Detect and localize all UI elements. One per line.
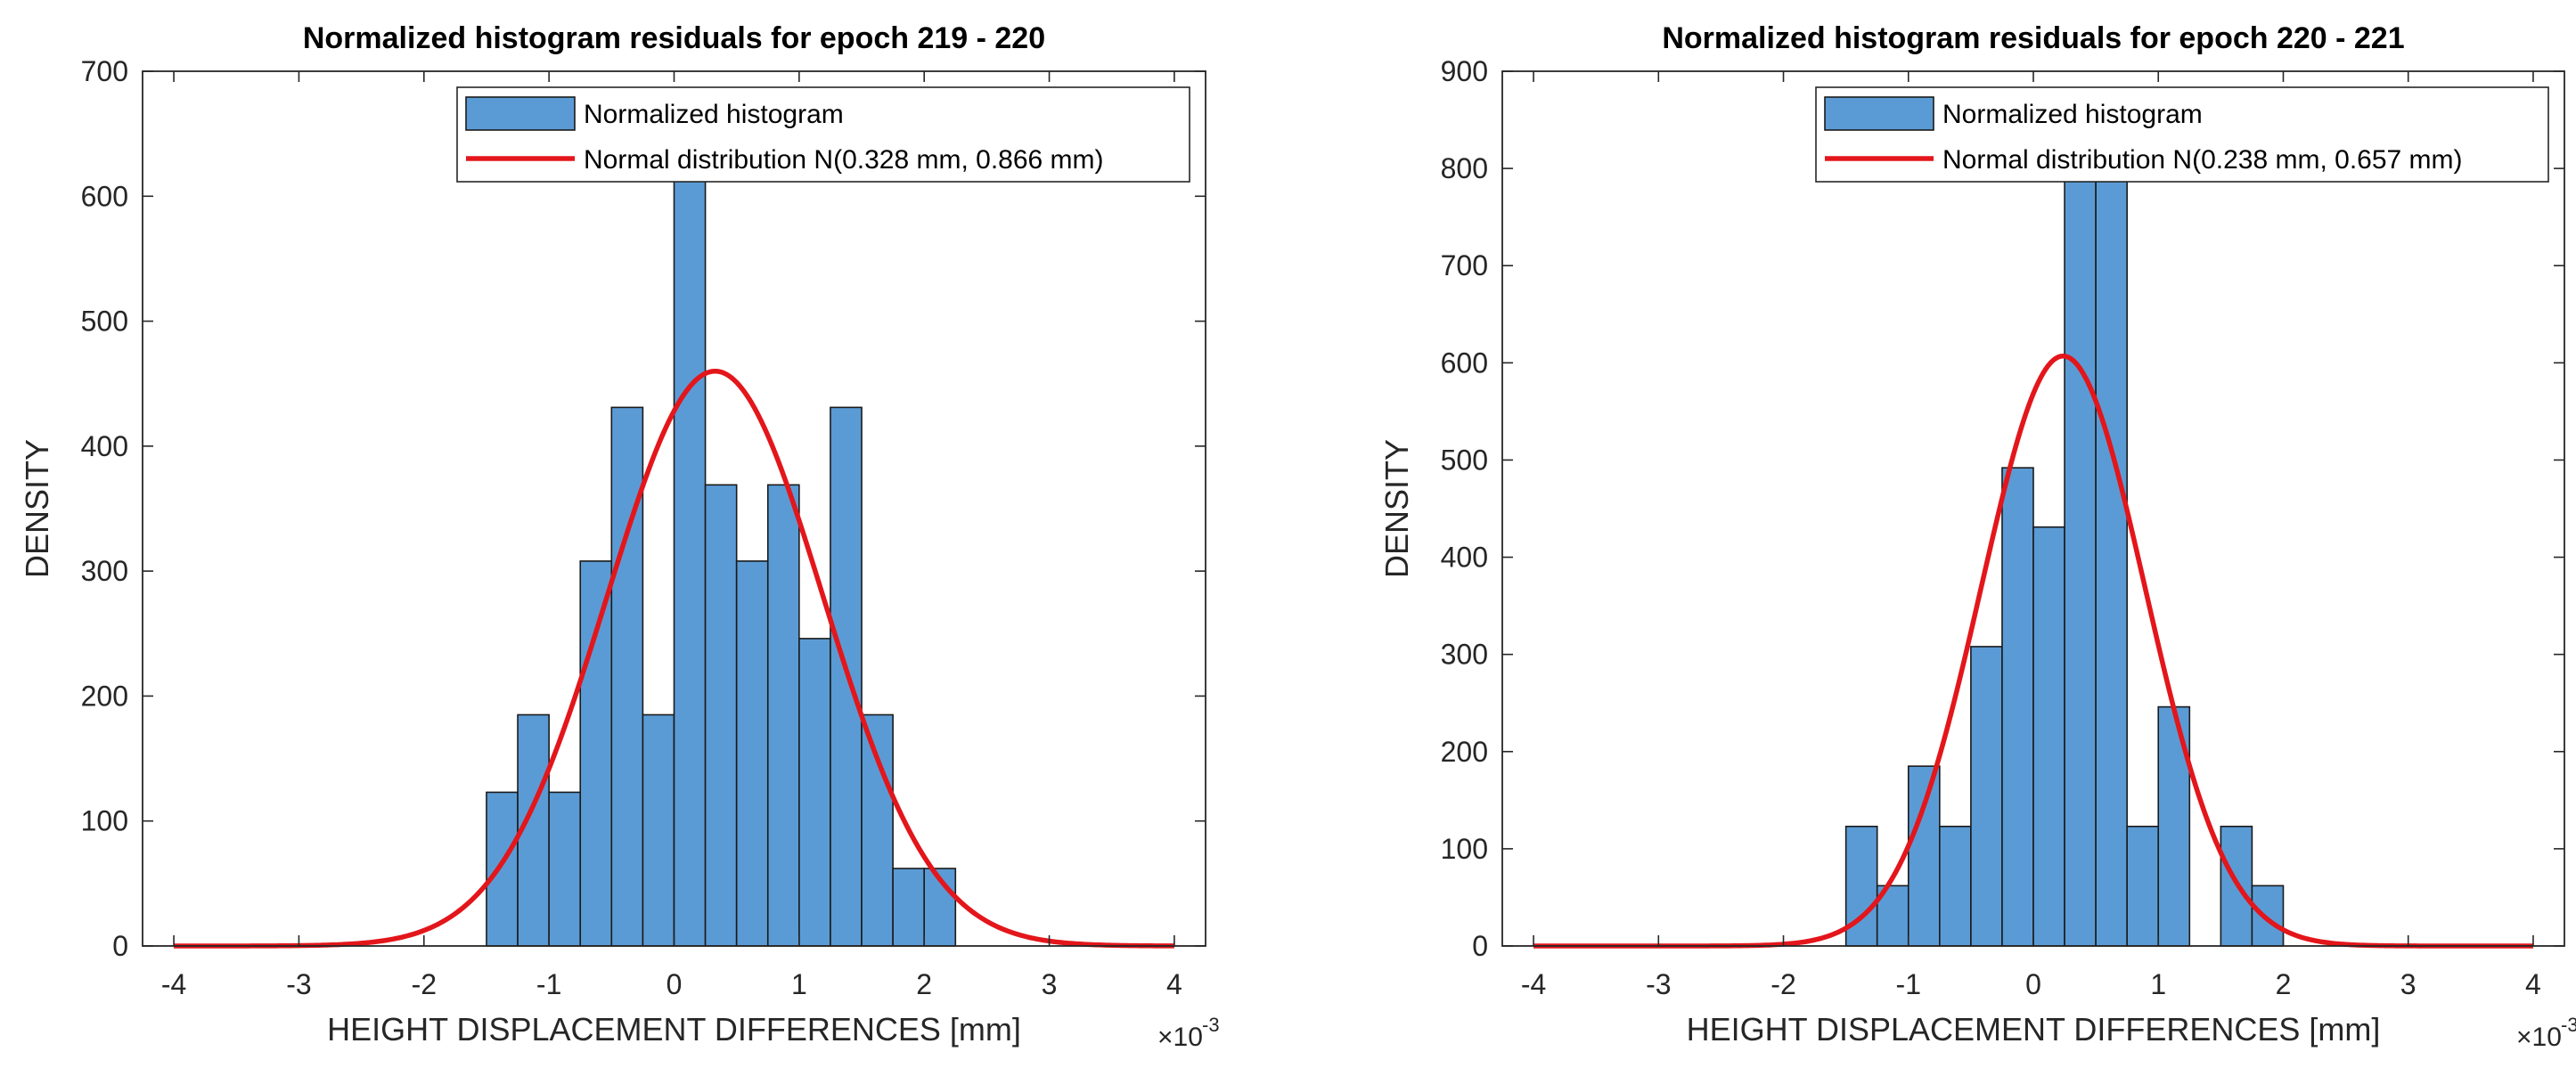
x-tick-label: 4	[1166, 968, 1182, 1000]
chart-1: -4 -3 -2 -1 0 1 2 3 4 0 100 200 300 400 500 600 700 Norma…	[19, 21, 1220, 1052]
y-tick-label: 400	[1441, 542, 1488, 574]
normal-curve	[174, 368, 1174, 949]
chart-title: Normalized histogram residuals for epoch…	[303, 21, 1045, 55]
chart-title: Normalized histogram residuals for epoch…	[1662, 21, 2404, 55]
y-tick-label: 300	[1441, 639, 1488, 671]
x-tick-label: 2	[916, 968, 932, 1000]
x-exponent-power: -3	[2561, 1014, 2576, 1036]
legend-label-normal: Normal distribution N(0.238 mm, 0.657 mm…	[1942, 145, 2463, 175]
x-tick-label: -3	[286, 968, 311, 1000]
histogram-bar	[548, 791, 582, 947]
legend-box	[1815, 86, 2549, 183]
x-tick-label: 3	[1042, 968, 1058, 1000]
y-tick-label: 800	[1441, 152, 1488, 184]
y-tick-label: 100	[81, 805, 128, 837]
legend-swatch-histogram	[465, 96, 576, 131]
legend-label-histogram: Normalized histogram	[584, 100, 844, 129]
y-tick-label: 300	[81, 555, 128, 587]
y-tick-label: 200	[81, 680, 128, 712]
legend-box	[456, 86, 1190, 183]
histogram-bar	[735, 560, 769, 947]
x-tick-label: -2	[1770, 968, 1795, 1000]
y-tick-label: 600	[1441, 346, 1488, 379]
y-tick-label: 900	[1441, 55, 1488, 87]
y-tick-label: 100	[1441, 833, 1488, 865]
legend-swatch-histogram	[1824, 96, 1934, 131]
x-tick-label: 4	[2525, 968, 2541, 1000]
histogram-bar	[704, 484, 738, 947]
histogram-bar	[861, 713, 894, 947]
x-tick-label: 2	[2276, 968, 2292, 1000]
x-tick-label: 0	[2025, 968, 2041, 1000]
x-tick-label: -4	[1521, 968, 1546, 1000]
x-tick-label: -1	[1896, 968, 1921, 1000]
x-tick-label: 0	[666, 968, 683, 1000]
histogram-bar	[2064, 167, 2097, 947]
chart-2: -4 -3 -2 -1 0 1 2 3 4 0 100 200 300 400 500 600 700 800 90…	[1378, 21, 2576, 1052]
y-axis-label: DENSITY	[1378, 439, 1415, 578]
histogram-bar	[1970, 646, 2003, 947]
x-tick-label: -3	[1646, 968, 1671, 1000]
x-tick-label: -1	[536, 968, 561, 1000]
x-axis-label: HEIGHT DISPLACEMENT DIFFERENCES [mm]	[327, 1011, 1021, 1048]
legend: Normalized histogram Normal distribution …	[1815, 86, 2549, 183]
histogram-bar	[766, 484, 800, 947]
histogram-bar	[1939, 825, 1972, 947]
y-tick-label: 600	[81, 180, 128, 212]
histogram-bar	[2126, 825, 2160, 947]
histogram-bar	[892, 868, 926, 947]
histogram-bar	[642, 713, 675, 947]
histogram-bars	[486, 176, 957, 947]
y-tick-label: 500	[1441, 444, 1488, 476]
histogram-bar	[610, 406, 644, 947]
histogram-bar	[673, 176, 707, 947]
histogram-bar	[2032, 526, 2065, 947]
y-tick-label: 0	[1472, 930, 1488, 962]
y-tick-label: 400	[81, 430, 128, 462]
y-tick-label: 200	[1441, 736, 1488, 768]
x-tick-label: -4	[161, 968, 186, 1000]
histogram-bar	[2095, 167, 2128, 947]
x-exponent-power: -3	[1202, 1014, 1220, 1036]
legend-label-normal: Normal distribution N(0.328 mm, 0.866 mm…	[584, 145, 1104, 175]
legend: Normalized histogram Normal distribution …	[456, 86, 1190, 183]
x-tick-label: 1	[2150, 968, 2166, 1000]
x-exponent-label: ×10	[1157, 1023, 1203, 1052]
y-tick-label: 0	[112, 930, 128, 962]
y-axis-label: DENSITY	[19, 439, 55, 578]
histogram-bar	[2251, 885, 2285, 947]
x-tick-label: 1	[791, 968, 807, 1000]
x-tick-label: -2	[412, 968, 437, 1000]
histogram-bar	[486, 791, 519, 947]
histogram-bar	[798, 638, 831, 947]
histogram-bars	[1844, 167, 2285, 947]
legend-label-histogram: Normalized histogram	[1942, 100, 2203, 129]
histogram-bar	[579, 560, 613, 947]
x-exponent-label: ×10	[2516, 1023, 2562, 1052]
y-tick-label: 700	[1441, 249, 1488, 281]
histogram-bar	[1907, 765, 1941, 947]
y-tick-label: 500	[81, 306, 128, 338]
histogram-bar	[2001, 467, 2034, 947]
x-axis-label: HEIGHT DISPLACEMENT DIFFERENCES [mm]	[1687, 1011, 2381, 1048]
x-tick-label: 3	[2400, 968, 2417, 1000]
y-tick-label: 700	[81, 55, 128, 87]
